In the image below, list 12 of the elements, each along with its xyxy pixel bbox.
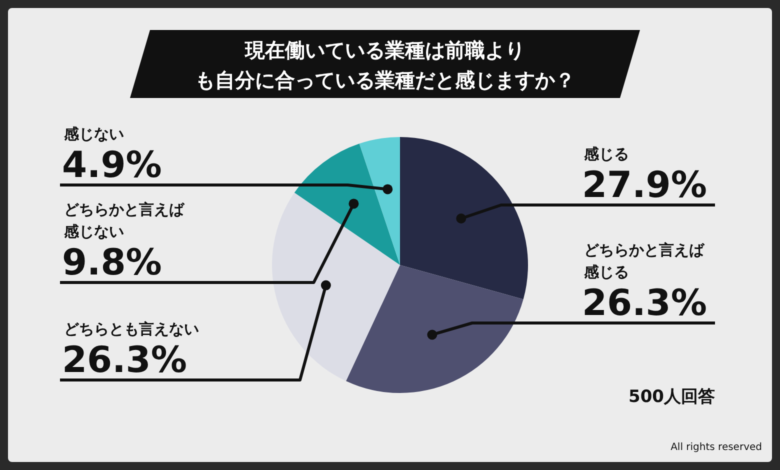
text: All rights reserved: [670, 442, 762, 453]
text: 500人回答: [628, 387, 715, 407]
data-label: 27.9%: [582, 165, 707, 206]
data-label: 26.3%: [582, 283, 707, 324]
slice-label: どちらかと言えば感じない: [63, 200, 185, 240]
slice-label: 感じる: [583, 145, 629, 163]
slice-label: 感じる: [583, 263, 629, 281]
slice-label: どちらとも言えない: [64, 320, 199, 338]
data-label: 4.9%: [62, 145, 162, 186]
data-label: 26.3%: [62, 340, 187, 381]
chart-title: 現在働いている業種は前職よりも自分に合っている業種だと感じますか？: [195, 38, 575, 92]
slice-label: 感じない: [63, 125, 124, 143]
